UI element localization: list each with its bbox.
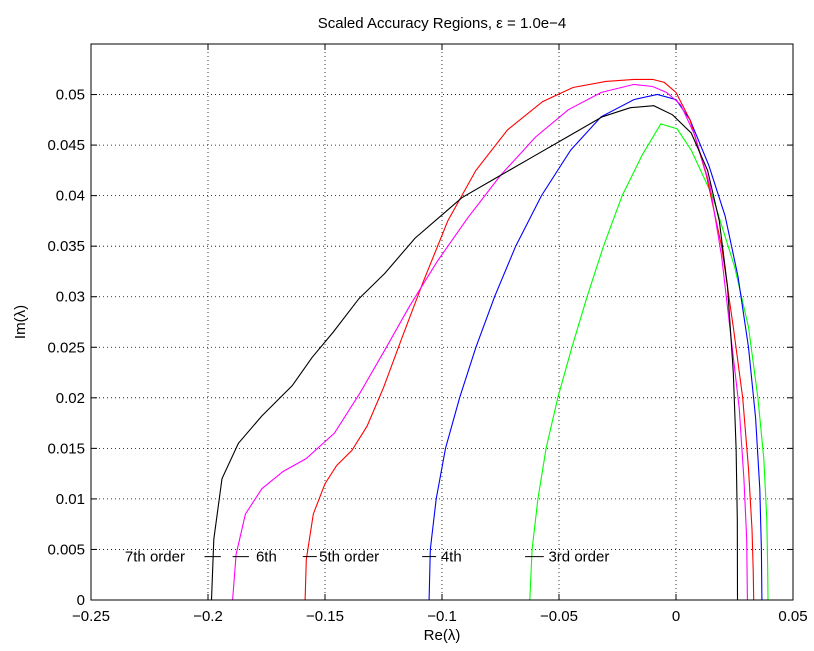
y-tick-label: 0.04 — [56, 188, 85, 205]
series-line — [304, 78, 755, 601]
annotation-label: 4th — [441, 549, 462, 566]
y-tick-label: 0.005 — [47, 541, 85, 558]
x-tick-label: −0.25 — [72, 608, 110, 625]
y-tick-label: 0.01 — [56, 491, 85, 508]
annotation-label: 3rd order — [548, 549, 609, 566]
series-line — [232, 83, 748, 601]
series-line — [428, 93, 763, 601]
y-tick-label: 0.02 — [56, 390, 85, 407]
x-tick-label: −0.05 — [540, 608, 578, 625]
x-tick-label: −0.1 — [427, 608, 457, 625]
y-tick-label: 0.035 — [47, 238, 85, 255]
y-axis-label: Im(λ) — [12, 305, 29, 339]
order-annotations: 7th order 6th 5th order 4th 3rd order — [125, 549, 609, 566]
y-tick-label: 0.045 — [47, 137, 85, 154]
series-line — [529, 123, 769, 601]
y-tick-label: 0.05 — [56, 87, 85, 104]
x-tick-label: −0.15 — [306, 608, 344, 625]
y-tick-label: 0.015 — [47, 440, 85, 457]
x-axis-label: Re(λ) — [424, 627, 461, 644]
series-layer — [210, 78, 769, 601]
axis-ticks: −0.25 −0.2 −0.15 −0.1 −0.05 0 0.05 0 0.005 0.01 0.… — [47, 44, 808, 625]
annotation-label: 7th order — [125, 549, 185, 566]
chart-title: Scaled Accuracy Regions, ε = 1.0e−4 — [318, 15, 567, 32]
grid-lines — [91, 44, 793, 600]
x-tick-label: −0.2 — [193, 608, 223, 625]
series-line — [210, 105, 739, 601]
x-tick-label: 0 — [672, 608, 680, 625]
annotation-label: 5th order — [319, 549, 379, 566]
annotation-label: 6th — [256, 549, 277, 566]
x-tick-label: 0.05 — [778, 608, 807, 625]
y-tick-label: 0.025 — [47, 339, 85, 356]
y-tick-label: 0 — [77, 592, 85, 609]
y-tick-label: 0.03 — [56, 289, 85, 306]
